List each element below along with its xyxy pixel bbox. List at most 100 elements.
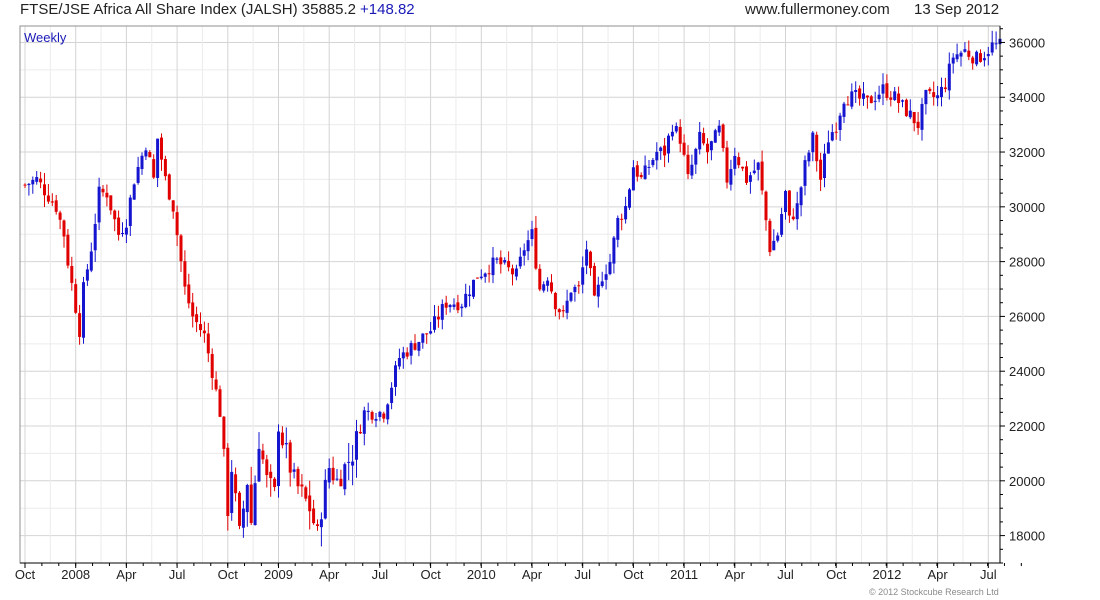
candle-down	[23, 183, 27, 188]
candle-body	[702, 133, 706, 144]
candle-body	[214, 379, 218, 390]
candle-down	[686, 145, 690, 180]
candle-body	[483, 273, 487, 277]
candle-body	[784, 190, 787, 213]
candle-down	[202, 321, 206, 343]
candle-up	[277, 424, 280, 498]
candle-body	[46, 195, 50, 202]
candle-down	[58, 210, 62, 230]
candle-body	[163, 158, 167, 177]
candle-down	[928, 87, 932, 94]
x-tick: Oct	[826, 563, 847, 582]
candle-body	[491, 257, 495, 276]
x-tick: 2012	[872, 563, 901, 582]
candle-down	[550, 274, 553, 294]
candle-body	[452, 304, 456, 307]
candle-body	[288, 442, 292, 473]
candle-body	[374, 418, 378, 421]
candle-down	[206, 322, 210, 363]
candle-body	[604, 274, 608, 280]
candle-body	[366, 410, 370, 412]
candle-down	[436, 305, 440, 328]
candle-body	[97, 186, 101, 223]
candle-body	[807, 152, 811, 162]
candle-down	[889, 91, 893, 107]
candle-body	[50, 201, 54, 203]
candle-body	[339, 478, 343, 487]
candle-body	[768, 220, 772, 253]
candle-body	[241, 508, 245, 528]
candle-body	[589, 251, 592, 269]
candle-down	[561, 305, 565, 318]
candle-body	[234, 474, 238, 494]
candle-body	[226, 447, 230, 516]
period-label: Weekly	[24, 30, 67, 45]
candle-body	[23, 184, 27, 186]
candle-up	[526, 230, 530, 261]
candle-down	[538, 264, 542, 292]
candle-body	[904, 99, 908, 117]
candle-down	[725, 140, 729, 189]
candle-down	[43, 173, 46, 207]
candle-body	[865, 95, 869, 98]
candle-body	[698, 131, 702, 150]
candle-down	[175, 205, 179, 247]
candle-body	[936, 95, 940, 99]
candle-body	[121, 233, 124, 235]
candle-body	[101, 188, 105, 193]
candle-up	[140, 152, 144, 175]
y-tick: 28000	[1000, 255, 1045, 270]
candle-down	[183, 250, 187, 295]
candle-body	[639, 174, 643, 178]
candle-up	[241, 500, 245, 538]
candle-body	[815, 134, 819, 162]
candle-up	[947, 52, 951, 100]
x-tick: Oct	[420, 563, 441, 582]
price-change: +148.82	[360, 1, 415, 18]
candle-down	[865, 95, 869, 109]
candle-up	[542, 281, 546, 293]
y-tick-label: 18000	[1009, 529, 1045, 544]
candle-body	[144, 150, 148, 157]
candle-body	[943, 87, 947, 90]
candle-down	[382, 411, 386, 423]
candle-up	[596, 276, 600, 308]
y-tick-label: 28000	[1009, 255, 1045, 270]
candle-body	[93, 223, 97, 251]
candle-body	[846, 104, 850, 106]
candle-body	[553, 292, 557, 310]
candle-body	[195, 314, 199, 323]
candle-body	[982, 58, 986, 61]
candle-up	[472, 279, 475, 299]
candle-down	[163, 155, 167, 181]
candle-body	[222, 416, 226, 449]
candle-body	[401, 352, 405, 359]
x-tick-label: 2012	[872, 567, 901, 582]
candle-up	[624, 196, 628, 224]
candle-down	[105, 184, 109, 207]
candle-body	[128, 197, 132, 227]
candle-body	[745, 166, 748, 183]
candle-body	[425, 333, 429, 335]
candle-body	[440, 304, 444, 320]
candle-body	[167, 174, 171, 200]
candle-body	[199, 324, 202, 331]
candle-body	[444, 302, 448, 308]
candle-body	[503, 260, 507, 263]
candle-down	[171, 200, 175, 219]
candle-body	[811, 132, 815, 153]
candle-up	[347, 442, 351, 481]
candle-body	[826, 142, 830, 154]
x-tick-label: Jul	[777, 567, 794, 582]
candle-down	[296, 466, 300, 494]
candle-body	[347, 461, 351, 463]
candle-body	[230, 471, 234, 513]
candle-body	[39, 178, 43, 183]
candle-up	[144, 147, 148, 160]
candle-up	[698, 122, 702, 155]
candle-body	[869, 96, 873, 104]
candle-up	[343, 462, 347, 496]
candle-body	[873, 100, 877, 102]
y-tick: 24000	[1000, 364, 1045, 379]
candle-down	[288, 439, 292, 487]
